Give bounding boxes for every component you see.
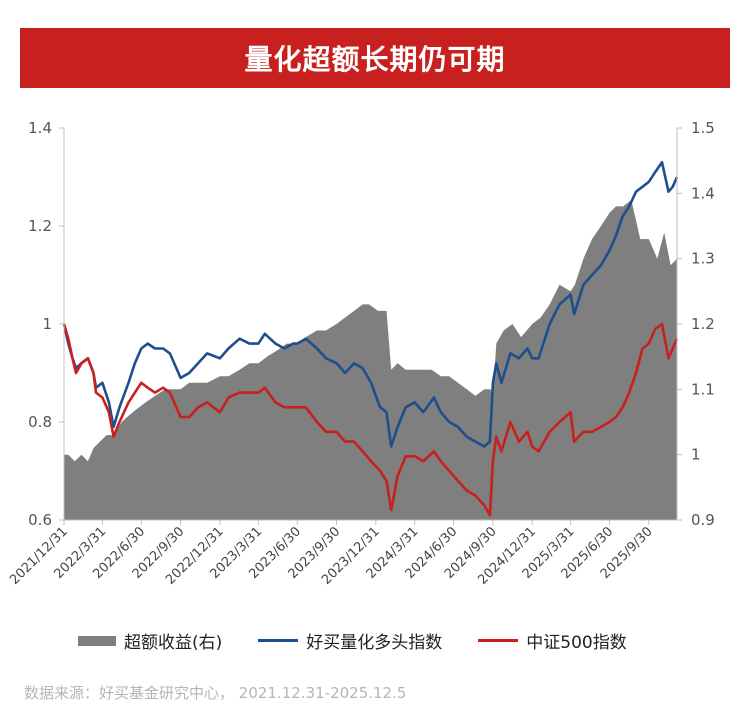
legend-label-csi500: 中证500指数	[526, 633, 627, 653]
legend-label-excess: 超额收益(右)	[124, 633, 223, 653]
y-left-tick-label: 1	[42, 315, 52, 333]
y-right-tick-label: 1.1	[691, 380, 715, 398]
legend-item-excess: 超额收益(右)	[78, 628, 222, 653]
y-left-tick-label: 0.6	[28, 511, 52, 529]
legend-item-quant: 好买量化多头指数	[258, 628, 442, 653]
series-area-excess	[64, 199, 677, 520]
y-right-tick-label: 1.2	[691, 315, 715, 333]
legend-swatch-quant	[258, 639, 299, 642]
y-right-tick-label: 0.9	[691, 511, 715, 529]
title-banner: 量化超额长期仍可期	[20, 28, 730, 88]
chart-title: 量化超额长期仍可期	[244, 43, 506, 76]
y-left-tick-label: 1.2	[28, 217, 52, 235]
y-right-tick-label: 1.3	[691, 250, 715, 268]
legend-swatch-excess	[78, 635, 116, 646]
legend-item-csi500: 中证500指数	[478, 628, 627, 653]
y-right-tick-label: 1	[691, 446, 701, 464]
source-note: 数据来源：好买基金研究中心， 2021.12.31-2025.12.5	[24, 684, 407, 702]
chart-legend: 超额收益(右) 好买量化多头指数 中证500指数	[78, 628, 663, 653]
series-line-csi500	[62, 322, 679, 517]
legend-label-quant: 好买量化多头指数	[306, 633, 443, 653]
legend-swatch-csi500	[478, 639, 519, 642]
y-right-tick-label: 1.5	[691, 119, 715, 137]
series-line-quant	[62, 161, 679, 448]
y-right-tick-label: 1.4	[691, 184, 715, 202]
y-left-tick-label: 1.4	[28, 119, 52, 137]
y-left-tick-label: 0.8	[28, 413, 52, 431]
